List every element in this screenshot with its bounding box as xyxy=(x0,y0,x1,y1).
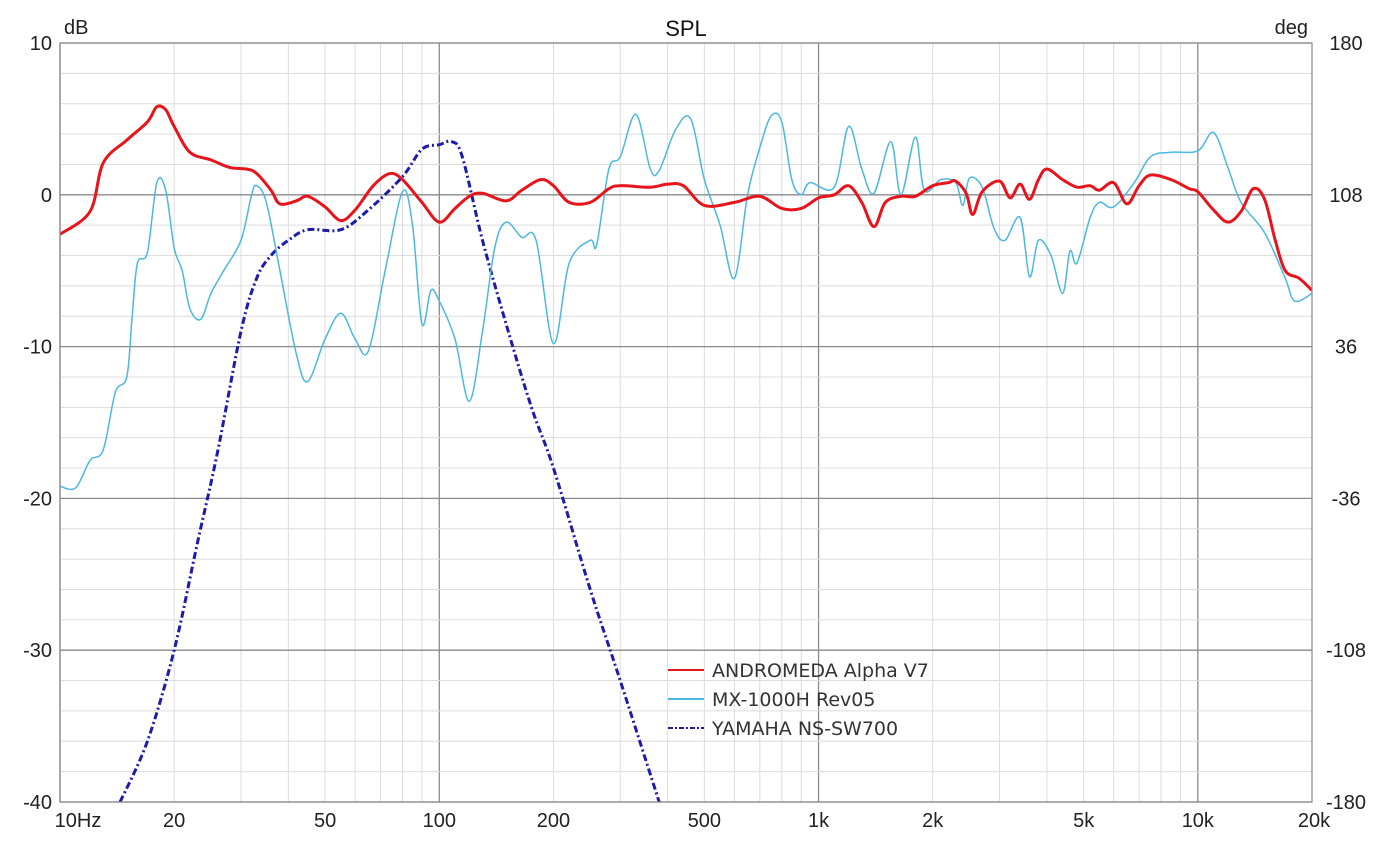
x-tick-label: 50 xyxy=(314,810,336,832)
y-tick-labels: 10 0 -10 -20 -30 -40 xyxy=(23,33,52,814)
y2-tick-label: 108 xyxy=(1329,185,1362,207)
legend-label: YAMAHA NS-SW700 xyxy=(711,718,898,740)
x-tick-label: 1k xyxy=(808,810,830,832)
x-tick-label: 20k xyxy=(1298,810,1331,832)
x-tick-labels: 10Hz 20 50 100 200 500 1k 2k 5k 10k 20k xyxy=(55,810,1331,832)
y2-tick-label: -108 xyxy=(1326,640,1366,662)
legend-label: MX-1000H Rev05 xyxy=(712,689,875,711)
series-line-yamaha-ns-sw700 xyxy=(118,139,661,802)
y2-tick-label: 180 xyxy=(1329,33,1362,55)
y2-tick-label: -180 xyxy=(1326,792,1366,814)
x-tick-label: 2k xyxy=(922,810,944,832)
legend-label: ANDROMEDA Alpha V7 xyxy=(712,660,929,682)
x-tick-label: 10Hz xyxy=(55,810,102,832)
y-axis-unit: dB xyxy=(64,17,88,39)
y-tick-label: -30 xyxy=(23,640,52,662)
x-tick-label: 100 xyxy=(423,810,456,832)
series-layer xyxy=(60,104,1312,802)
y-tick-label: -40 xyxy=(23,792,52,814)
y-tick-label: 0 xyxy=(41,185,52,207)
x-tick-label: 5k xyxy=(1073,810,1095,832)
legend: ANDROMEDA Alpha V7 MX-1000H Rev05 YAMAHA N… xyxy=(668,660,929,740)
grid xyxy=(59,42,1313,803)
y2-axis-unit: deg xyxy=(1275,17,1308,39)
plot-frame xyxy=(59,42,1313,803)
y-tick-label: -20 xyxy=(23,488,52,510)
x-tick-label: 500 xyxy=(688,810,721,832)
x-tick-label: 10k xyxy=(1182,810,1215,832)
y2-tick-label: -36 xyxy=(1332,488,1361,510)
y-tick-label: 10 xyxy=(30,33,52,55)
y2-tick-label: 36 xyxy=(1335,337,1357,359)
series-line-mx-1000h-rev05 xyxy=(60,112,1312,491)
x-tick-label: 20 xyxy=(163,810,185,832)
y-tick-label: -10 xyxy=(23,337,52,359)
x-tick-label: 200 xyxy=(537,810,570,832)
chart-title: SPL xyxy=(665,16,707,41)
series-line-andromeda-alpha-v7 xyxy=(60,104,1312,292)
y2-tick-labels: 180 108 36 -36 -108 -180 xyxy=(1326,33,1366,814)
